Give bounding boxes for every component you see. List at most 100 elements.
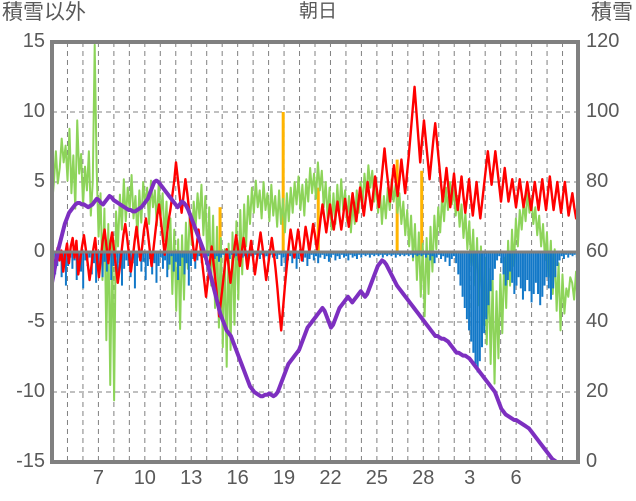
bar [220,252,223,258]
bar [465,252,468,320]
bar [140,252,143,272]
bar [276,252,279,259]
bar [295,252,298,269]
bar [308,252,311,259]
bar [183,252,186,275]
bar [315,252,317,257]
bar [504,252,507,286]
left-axis-title: 積雪以外 [2,1,86,24]
y-axis-tick-left: -15 [16,450,45,472]
green-series [52,43,578,402]
y-axis-tick-right: 20 [586,380,609,402]
bar [185,252,188,264]
y-axis-tick-right: 120 [586,30,620,52]
bar [155,252,158,283]
red-series [52,85,578,332]
bar [241,252,244,258]
bar [330,252,333,258]
bar [515,252,518,286]
bar [543,252,546,286]
bar [116,252,119,275]
x-axis-tick: 19 [272,467,296,489]
right-axis-title: 積雪 [591,1,633,24]
x-axis-tick: 25 [365,467,388,489]
bar [571,252,574,257]
bar [166,252,169,278]
y-axis-tick-left: 10 [22,100,45,122]
bar [381,252,384,258]
bar [474,252,477,364]
x-axis-tick: 16 [226,467,249,489]
bar [213,252,216,259]
bar [353,252,356,257]
x-axis-tick: 22 [319,467,342,489]
bar [82,252,85,289]
bar [338,252,341,259]
bar [457,252,460,275]
bar [442,252,445,257]
plot-frame [50,40,580,464]
bar [71,252,74,269]
blue-bars [52,252,578,373]
bar [345,252,348,257]
bar [468,252,471,331]
bar [552,252,555,289]
bar [493,252,496,269]
bar [377,252,380,257]
x-axis-tick: 13 [180,467,203,489]
bar [433,252,436,264]
bar [84,252,87,261]
y-axis-tick-right: 100 [586,100,620,122]
bar [133,252,136,289]
bar [172,252,175,272]
bar [196,252,199,261]
bar [95,252,98,283]
bar [519,252,522,289]
bar [159,252,162,258]
bar [347,252,350,261]
bar [521,252,524,300]
bar [207,252,210,257]
bar [476,252,479,373]
bar [524,252,527,292]
bar [360,252,363,258]
bar [558,252,561,261]
bar [562,252,565,259]
y-axis-tick-left: -5 [27,310,45,332]
bar [368,252,371,258]
bar [541,252,544,297]
y-axis-tick-right: 0 [586,450,598,472]
bar [448,252,451,266]
bar [513,252,516,294]
bar [291,252,294,264]
x-axis-tick: 6 [510,467,522,489]
y-axis-tick-right: 80 [586,170,609,192]
bar [502,252,505,275]
bar [120,252,123,286]
bar [463,252,466,308]
bar [153,252,156,264]
bar [168,252,171,265]
bar [556,252,559,266]
bar [142,252,145,262]
bar [312,252,315,261]
bar [470,252,473,342]
bar [198,252,201,257]
bar [452,252,455,257]
bar [136,252,139,266]
bar [461,252,464,297]
bar [373,252,376,257]
bar [480,252,483,348]
bar [110,252,113,280]
bar [284,252,287,272]
bar [304,252,307,258]
bar [319,252,322,258]
bar [459,252,462,286]
bar [164,252,167,261]
bar [390,252,393,257]
bar [146,252,149,266]
bar [431,252,434,257]
bar [420,170,424,252]
bar [403,252,406,257]
